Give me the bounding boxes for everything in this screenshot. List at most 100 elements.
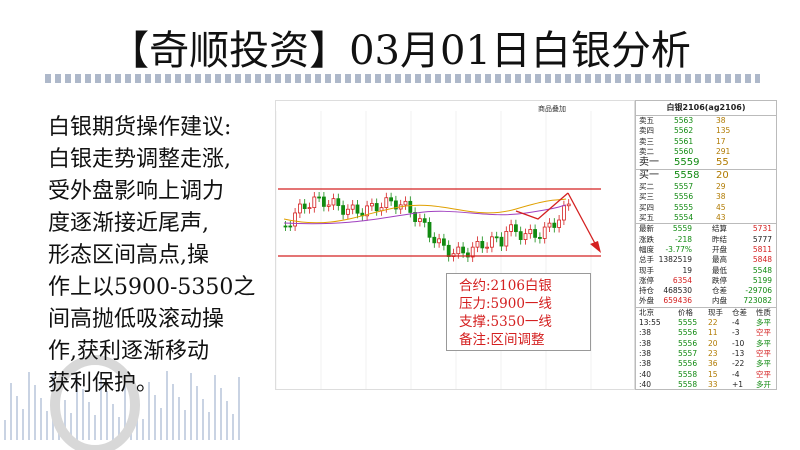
quote-row: 最新 5559 结算 5731	[636, 223, 776, 234]
advice-line: 形态区间高点,操	[48, 243, 209, 268]
quote-cell: 38	[716, 192, 726, 202]
quote-cell: 5560	[674, 146, 694, 156]
trend-line	[515, 192, 569, 220]
quote-row: :38 5556 20 -10 多平	[636, 339, 776, 349]
quote-cell: 5557	[674, 182, 694, 192]
candle-body	[288, 225, 293, 228]
candle-body	[417, 218, 422, 222]
quote-cell: 5563	[674, 116, 694, 125]
advice-line: 作,获利逐渐移动	[48, 339, 209, 364]
decor-bar	[76, 376, 78, 440]
quote-cell: 卖一	[639, 157, 659, 169]
quote-cell: 性质	[756, 307, 771, 317]
quote-cell: 5558	[678, 369, 698, 379]
candle-body	[494, 236, 499, 239]
quote-cell: 33	[708, 379, 718, 389]
quote-row: 卖三 5561 17	[636, 137, 776, 147]
advice-line: 白银期货操作建议:	[48, 115, 232, 140]
annotation-line: 支撑:5350一线	[459, 314, 552, 330]
quote-row: 买三 5556 38	[636, 192, 776, 202]
quote-cell: 空平	[756, 369, 771, 379]
quote-cell: 19	[682, 265, 692, 275]
quote-cell: -3.77%	[665, 244, 692, 254]
quote-row: 卖四 5562 135	[636, 126, 776, 136]
quote-row: 13:55 5555 22 -4 多平	[636, 318, 776, 328]
decor-bar	[40, 398, 42, 440]
quote-cell: 总手	[639, 255, 654, 265]
quote-row: 涨停 6354 跌停 5199	[636, 276, 776, 286]
candle-body	[561, 205, 566, 221]
candle-body	[552, 222, 557, 228]
quote-row: 卖五 5563 38	[636, 116, 776, 126]
quote-cell: 5556	[674, 192, 694, 202]
candle-body	[302, 203, 307, 210]
quote-cell: :40	[639, 369, 652, 379]
quote-cell: 5554	[674, 213, 694, 223]
quote-cell: 1382519	[658, 255, 692, 265]
quote-cell: 北京	[639, 307, 654, 317]
quote-cell: 价格	[678, 307, 693, 317]
candle-body	[413, 212, 418, 222]
quote-row: 现手 19 最低 5548	[636, 266, 776, 276]
candle-body	[504, 231, 509, 247]
quote-cell: 结算	[712, 224, 727, 234]
candle-body	[297, 203, 302, 214]
candle-body	[307, 207, 312, 210]
decor-bar	[142, 419, 144, 440]
quote-cell: 5557	[678, 348, 698, 358]
quote-row: 持仓 468530 仓差 -29706	[636, 286, 776, 296]
candle-body	[322, 196, 326, 207]
decor-bar	[178, 397, 180, 440]
decor-bar	[214, 375, 216, 440]
quote-row: 总手 1382519 最高 5848	[636, 255, 776, 265]
quote-cell: 36	[708, 359, 718, 369]
candle-body	[537, 236, 542, 239]
quote-cell: 5556	[678, 338, 698, 348]
decor-bar	[160, 408, 162, 440]
quote-cell: :40	[639, 379, 652, 389]
quote-row: :40 5558 33 +1 多开	[636, 380, 776, 390]
candle-body	[394, 200, 398, 210]
quote-row: :38 5556 11 -3 空平	[636, 328, 776, 338]
quote-cell: 723082	[743, 296, 772, 306]
candle-body	[470, 246, 475, 258]
decor-bar	[154, 395, 156, 440]
candle-body	[341, 205, 345, 215]
annotation-box: 合约:2106白银 压力:5900一线 支撑:5350一线 备注:区间调整	[446, 273, 591, 351]
candle-body	[533, 229, 538, 238]
candle-body	[499, 236, 504, 247]
candle-body	[557, 219, 562, 228]
candle-body	[518, 231, 523, 240]
quote-cell: 13:55	[639, 318, 661, 328]
candle-body	[384, 197, 389, 209]
quote-row: 买四 5555 45	[636, 203, 776, 213]
candlestick-chart	[276, 111, 601, 389]
background-decoration	[4, 355, 240, 450]
quote-cell: 现手	[708, 307, 723, 317]
candle-body	[465, 252, 470, 258]
quote-cell: 买四	[639, 202, 654, 212]
decor-bar	[196, 386, 198, 440]
quote-cell: 最新	[639, 224, 654, 234]
decor-bar	[28, 372, 30, 440]
decor-bar	[46, 411, 48, 440]
decor-bar	[232, 414, 234, 440]
advice-line: 获利保护。	[48, 371, 159, 396]
quote-cell: 涨跌	[639, 234, 654, 244]
quote-row: :38 5557 23 -13 空平	[636, 349, 776, 359]
candle-body	[422, 218, 427, 223]
candle-body	[317, 196, 321, 199]
quote-cell: 涨停	[639, 275, 654, 285]
candle-body	[346, 208, 350, 215]
quote-cell: 55	[716, 157, 729, 169]
candle-body	[528, 229, 533, 235]
moving-average	[283, 204, 567, 225]
quote-row: 北京 价格 现手 仓差 性质	[636, 306, 776, 318]
quote-cell: 开盘	[712, 244, 727, 254]
quote-cell: 买三	[639, 192, 654, 202]
quote-cell: -10	[732, 338, 745, 348]
candle-body	[480, 241, 485, 249]
quote-cell: 5548	[752, 265, 772, 275]
quote-cell: 6354	[672, 275, 692, 285]
quote-cell: 卖四	[639, 126, 654, 136]
